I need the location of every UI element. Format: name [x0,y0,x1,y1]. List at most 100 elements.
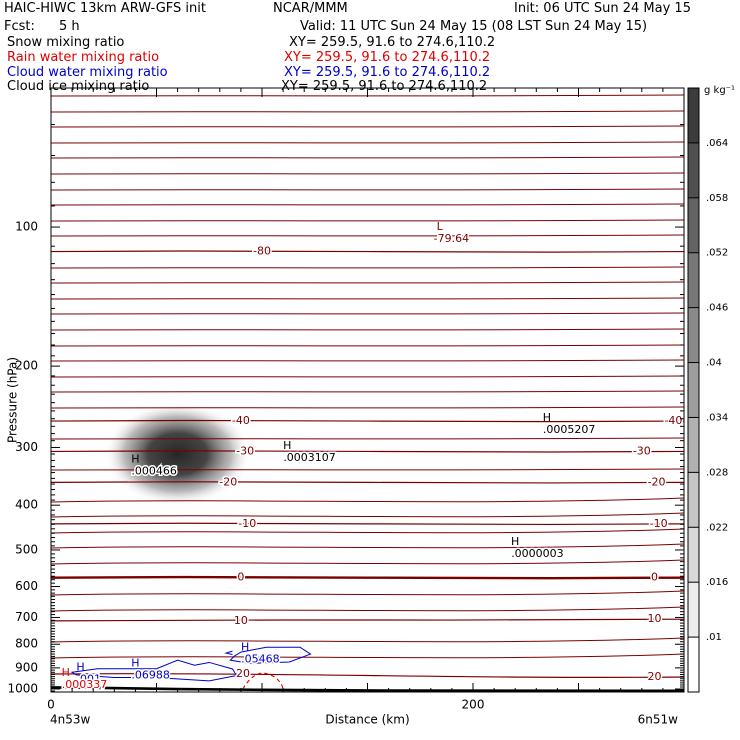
colorbar-swatch [688,582,699,638]
isotherm-label: -40 [232,414,250,427]
isotherm-line [51,297,684,300]
extremum-value: .06988 [131,668,170,681]
colorbar-swatch [688,472,699,528]
colorbar-level-label: .01 [706,632,722,643]
isotherm-line--10 [51,522,684,526]
isotherm-line [51,437,684,440]
isotherm-line-20 [51,673,684,678]
extremum-marker: H [543,411,551,424]
colorbar-swatch [688,307,699,364]
extremum-value: .000337 [62,678,108,691]
init-time: Init: 06 UTC Sun 24 May 15 [514,1,691,16]
forecast-label: Fcst: [4,19,35,34]
colorbar-level-label: .058 [706,193,728,204]
colorbar-frame [687,87,700,693]
x-end-location: 6n51w [638,713,679,727]
extremum-marker: H [283,439,291,452]
isotherm-label: -20 [648,475,666,488]
colorbar-level-label: .016 [706,577,728,588]
extremum-marker: H [511,535,519,548]
isotherm-line [51,468,684,471]
colorbar-level-label: .052 [706,248,728,259]
isotherm-line [51,497,684,503]
extremum-value: .000466 [131,465,177,478]
colorbar-level-label: .028 [706,467,728,478]
isotherm-line [51,637,684,643]
isotherm-line [51,312,684,315]
forecast-hours: 5 h [59,19,80,34]
isotherm-line-10 [51,618,684,622]
isotherm-line [51,406,684,409]
isotherm-line--30 [51,450,684,453]
isotherm-line [51,328,684,331]
isotherm-line [51,203,684,206]
isotherm-line--20 [51,481,684,484]
colorbar-level-label: .064 [706,138,728,149]
isotherm-line [51,156,684,159]
x-tick-label: 200 [462,698,485,712]
isotherm-line [51,359,684,362]
y-tick-label: 100 [15,220,38,234]
isotherm-line [51,512,684,518]
isotherm-label: 0 [237,571,244,584]
isotherm-line [51,172,684,175]
y-tick-label: 200 [15,359,38,373]
isotherm-line--80 [51,250,684,253]
colorbar-swatch [688,527,699,583]
isotherm-label: -30 [236,444,254,457]
colorbar-level-label: .046 [706,303,728,314]
isotherm-label: -10 [238,517,256,530]
extremum-marker: H [241,641,249,654]
y-tick-label: 400 [15,498,38,512]
colorbar-swatch [688,417,699,473]
cloud-water-contour [224,650,233,655]
isotherm-line [51,543,684,549]
y-tick-label: 1000 [7,682,38,696]
isotherm-label: 20 [236,667,250,680]
isotherm-line [51,234,684,237]
extremum-marker: L [437,220,444,233]
y-tick-label: 800 [15,637,38,651]
extremum-value: .05468 [241,653,280,666]
field-name-cloud-water: Cloud water mixing ratio [7,65,168,80]
y-tick-label: 500 [15,542,38,556]
x-tick-label: 0 [47,698,55,712]
isotherm-line [51,653,684,659]
isotherm-label: -10 [650,517,668,530]
isotherm-label: 20 [647,670,661,683]
colorbar-swatch [688,142,699,199]
extremum-value: .0005207 [543,423,596,436]
isotherm-label: 10 [647,612,661,625]
isotherm-label: -40 [664,414,682,427]
isotherm-line [51,141,684,144]
colorbar-swatch [688,252,699,309]
x-axis-title: Distance (km) [325,713,409,727]
y-tick-label: 600 [15,579,38,593]
colorbar-swatch [688,88,699,144]
snow-mixing-ratio-shading [103,402,252,507]
field-name-snow: Snow mixing ratio [7,35,125,50]
isotherm-line-0 [51,575,684,580]
isotherm-label: 0 [651,571,658,584]
isotherm-line [51,219,684,222]
field-xy-cloud-water: XY= 259.5, 91.6 to 274.6,110.2 [284,65,491,80]
extremum-value: .0000003 [511,547,564,560]
isotherm-line [51,110,684,113]
extremum-marker: H [131,656,139,669]
field-name-cloud-ice: Cloud ice mixing ratio [7,79,150,94]
extremum-marker: H [62,666,70,679]
y-tick-label: 900 [15,660,38,674]
field-xy-rain: XY= 259.5, 91.6 to 274.6,110.2 [284,50,491,65]
isotherm-label: -20 [219,475,237,488]
x-start-location: 4n53w [50,713,91,727]
isotherm-line [51,125,684,128]
field-xy-cloud-ice: XY= 259.5, 91.6 to 274.6,110.2 [281,79,488,94]
cloud-water-contour [229,646,312,664]
extremum-value: .0003107 [283,451,336,464]
colorbar-swatch [688,637,699,693]
plot-title: HAIC-HIWC 13km ARW-GFS init [4,1,206,16]
y-axis-title: Pressure (hPa) [6,357,20,443]
extremum-marker: H [131,453,139,466]
isotherm-line [51,606,684,612]
